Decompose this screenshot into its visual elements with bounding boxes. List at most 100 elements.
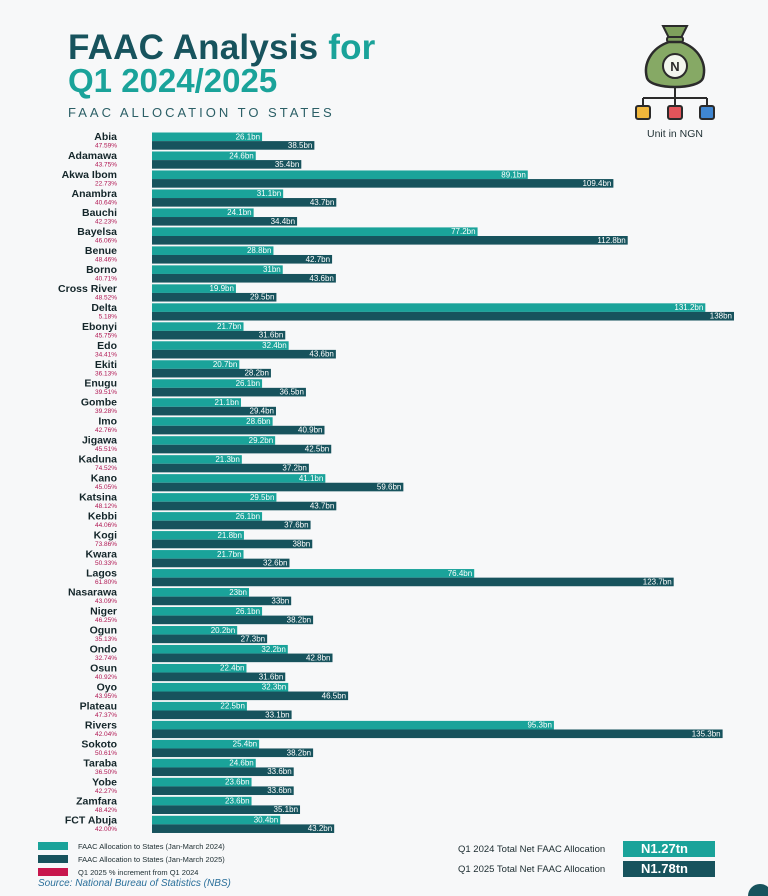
bar-2025-akwa-ibom bbox=[152, 179, 614, 188]
pct-label-bauchi: 42.23% bbox=[95, 218, 117, 225]
total-value-2025: N1.78tn bbox=[623, 861, 715, 877]
value-label-2024-bayelsa: 77.2bn bbox=[451, 227, 475, 236]
value-label-2024-oyo: 32.3bn bbox=[262, 683, 286, 692]
bar-2024-zamfara bbox=[152, 796, 252, 806]
bar-2024-rivers bbox=[152, 720, 554, 730]
category-label-kano: Kano bbox=[91, 473, 117, 485]
page-title-period: Q1 2024/2025 bbox=[68, 62, 278, 99]
value-label-2025-zamfara: 35.1bn bbox=[274, 805, 298, 814]
value-label-2025-kaduna: 37.2bn bbox=[282, 464, 306, 473]
pct-label-cross-river: 48.52% bbox=[95, 294, 117, 301]
legend-label-pct: Q1 2025 % increment from Q1 2024 bbox=[78, 867, 199, 877]
bar-2025-ekiti bbox=[152, 368, 271, 378]
bar-2025-enugu bbox=[152, 387, 306, 397]
value-label-2024-adamawa: 24.6bn bbox=[229, 151, 253, 160]
value-label-2024-kwara: 21.7bn bbox=[217, 550, 241, 559]
bar-2024-borno bbox=[152, 265, 283, 274]
legend-item-2024: FAAC Allocation to States (Jan-March 202… bbox=[38, 840, 225, 852]
pct-label-delta: 5.18% bbox=[99, 313, 118, 320]
svg-text:N: N bbox=[670, 59, 679, 74]
pct-label-zamfara: 48.42% bbox=[95, 807, 117, 814]
bar-2025-yobe bbox=[152, 786, 294, 796]
value-label-2024-delta: 131.2bn bbox=[674, 303, 703, 312]
bar-2024-ebonyi bbox=[152, 322, 244, 331]
category-label-ogun: Ogun bbox=[90, 624, 117, 636]
value-label-2024-ondo: 32.2bn bbox=[261, 645, 285, 654]
bar-2025-bauchi bbox=[152, 217, 298, 226]
pct-label-lagos: 61.80% bbox=[95, 579, 117, 586]
value-label-2024-jigawa: 29.2bn bbox=[249, 436, 273, 445]
category-label-oyo: Oyo bbox=[97, 681, 117, 693]
category-label-ekiti: Ekiti bbox=[95, 359, 117, 371]
value-label-2025-bauchi: 34.4bn bbox=[271, 217, 295, 226]
legend-swatch-2025 bbox=[38, 855, 68, 863]
category-label-jigawa: Jigawa bbox=[82, 435, 117, 447]
bar-2024-kebbi bbox=[152, 512, 263, 521]
bar-2024-enugu bbox=[152, 379, 263, 388]
value-label-2024-borno: 31bn bbox=[263, 265, 281, 274]
bar-2025-anambra bbox=[152, 198, 337, 207]
title-accent: for bbox=[328, 28, 376, 67]
bar-2024-nasarawa bbox=[152, 588, 249, 597]
legend-label-2025: FAAC Allocation to States (Jan-March 202… bbox=[78, 854, 225, 864]
value-label-2024-akwa-ibom: 89.1bn bbox=[501, 170, 525, 179]
value-label-2025-kwara: 32.6bn bbox=[263, 558, 287, 567]
category-label-ondo: Ondo bbox=[90, 643, 117, 655]
bar-2024-plateau bbox=[152, 701, 247, 711]
value-label-2025-plateau: 33.1bn bbox=[265, 710, 289, 719]
bar-2024-sokoto bbox=[152, 739, 260, 749]
bar-2025-oyo bbox=[152, 691, 349, 701]
category-label-enugu: Enugu bbox=[84, 378, 117, 390]
category-label-adamawa: Adamawa bbox=[68, 150, 117, 162]
value-label-2025-delta: 138bn bbox=[710, 312, 732, 321]
category-label-delta: Delta bbox=[91, 302, 117, 314]
value-label-2024-yobe: 23.6bn bbox=[225, 778, 249, 787]
money-bag-flow-icon: N bbox=[635, 25, 715, 120]
page-title: FAAC Analysis for bbox=[68, 28, 375, 68]
bar-2024-niger bbox=[152, 607, 263, 616]
page-subtitle: FAAC ALLOCATION TO STATES bbox=[68, 105, 335, 120]
bar-2025-kano bbox=[152, 482, 404, 492]
value-label-2025-akwa-ibom: 109.4bn bbox=[582, 179, 611, 188]
bar-2024-cross-river bbox=[152, 284, 236, 293]
value-label-2025-borno: 43.6bn bbox=[309, 274, 333, 283]
bar-2024-oyo bbox=[152, 682, 289, 692]
bar-2024-yobe bbox=[152, 777, 252, 787]
pct-label-anambra: 40.64% bbox=[95, 199, 117, 206]
value-label-2024-kogi: 21.8bn bbox=[217, 531, 241, 540]
bar-2025-delta bbox=[152, 311, 734, 321]
bar-2024-ondo bbox=[152, 644, 288, 654]
value-label-2025-ebonyi: 31.6bn bbox=[259, 331, 283, 340]
bar-2025-cross-river bbox=[152, 292, 277, 302]
pct-label-edo: 34.41% bbox=[95, 351, 117, 358]
pct-label-nasarawa: 43.09% bbox=[95, 598, 117, 605]
pct-label-kogi: 73.86% bbox=[95, 541, 117, 548]
pct-label-kano: 45.05% bbox=[95, 484, 117, 491]
corner-decoration bbox=[748, 884, 768, 896]
bar-2024-kano bbox=[152, 474, 326, 483]
total-row-2025: Q1 2025 Total Net FAAC Allocation N1.78t… bbox=[458, 860, 715, 878]
pct-label-kebbi: 44.06% bbox=[95, 522, 117, 529]
category-label-katsina: Katsina bbox=[79, 492, 117, 504]
bar-2025-borno bbox=[152, 273, 336, 283]
bar-2025-benue bbox=[152, 254, 333, 264]
category-label-benue: Benue bbox=[85, 245, 117, 257]
pct-label-taraba: 36.50% bbox=[95, 769, 117, 776]
bar-2024-benue bbox=[152, 246, 274, 255]
bar-2025-ebonyi bbox=[152, 330, 286, 340]
category-label-nasarawa: Nasarawa bbox=[68, 587, 117, 599]
pct-label-abia: 47.59% bbox=[95, 143, 117, 150]
pct-label-borno: 40.71% bbox=[95, 275, 117, 282]
category-label-lagos: Lagos bbox=[86, 568, 117, 580]
bar-2025-kogi bbox=[152, 539, 313, 549]
bar-2024-osun bbox=[152, 663, 247, 673]
value-label-2024-enugu: 26.1bn bbox=[236, 379, 260, 388]
unit-note: Unit in NGN bbox=[646, 128, 703, 140]
category-label-abia: Abia bbox=[94, 131, 117, 143]
bar-2025-ondo bbox=[152, 653, 333, 663]
source-note: Source: National Bureau of Statistics (N… bbox=[38, 878, 231, 889]
value-label-2025-anambra: 43.7bn bbox=[310, 198, 334, 207]
value-label-2025-ogun: 27.3bn bbox=[241, 634, 265, 643]
pct-label-gombe: 39.28% bbox=[95, 408, 117, 415]
